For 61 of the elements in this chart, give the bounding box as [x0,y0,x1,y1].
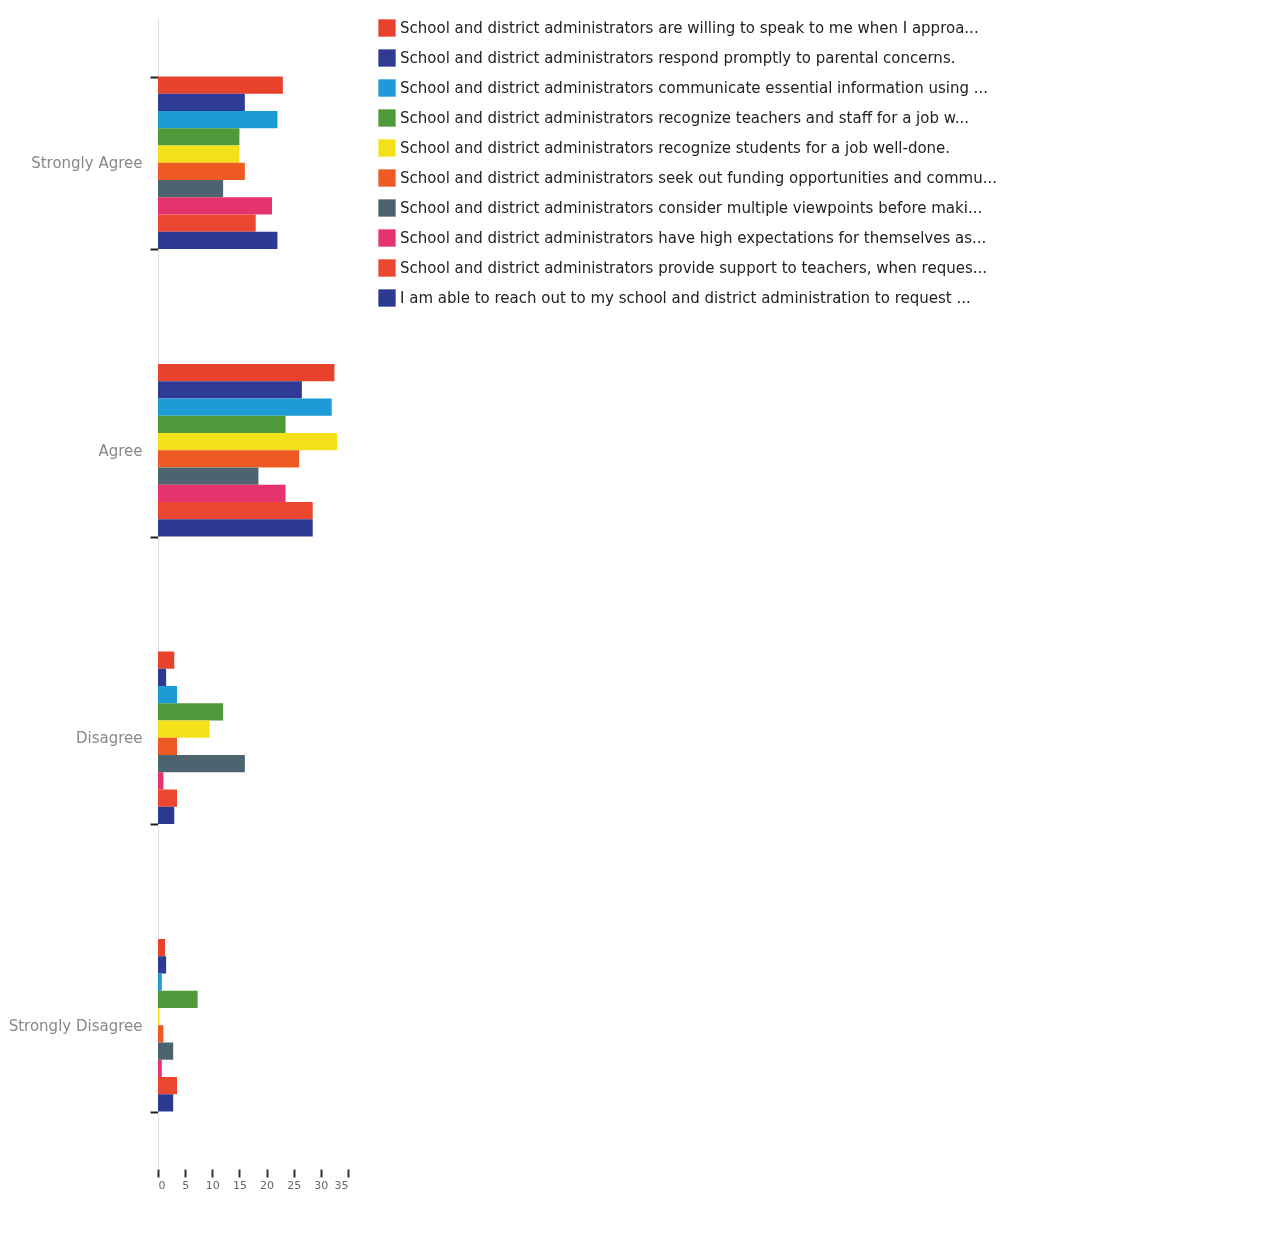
y-tick-label: Strongly Agree [31,154,143,173]
bar [158,720,210,738]
x-tick-label: 5 [182,1178,190,1192]
bar [158,651,175,669]
legend-label: School and district administrators provide support to teachers, when reques... [400,259,988,277]
x-tick-label: 25 [287,1178,302,1192]
legend-label: School and district administrators recognize students for a job well-done. [400,139,951,157]
bar [158,93,245,111]
legend-label: School and district administrators recognize teachers and staff for a job w... [400,109,969,127]
legend-label: School and district administrators are willing to speak to me when I approa... [400,19,979,37]
bar [158,415,286,433]
bar [158,450,300,468]
bar [158,162,245,180]
bar [158,772,164,790]
x-tick-label: 10 [205,1178,220,1192]
x-tick-label: 30 [314,1178,329,1192]
bar [158,76,283,94]
bar [158,990,198,1008]
x-tick-label: 15 [232,1178,247,1192]
bar [158,1094,174,1112]
bar [158,973,162,991]
bar [158,1025,164,1043]
bar [158,502,313,520]
bar [158,789,177,807]
x-tick-label: 20 [260,1178,275,1192]
bar [158,381,302,399]
y-tick-label: Strongly Disagree [8,1016,143,1035]
legend-label: I am able to reach out to my school and district administration to request ... [400,289,971,307]
legend-label: School and district administrators communicate essential information using ... [400,79,989,97]
bar [158,956,167,974]
legend-label: School and district administrators have high expectations for themselves as... [400,229,987,247]
x-tick-label: 35 [334,1178,349,1192]
bar [158,231,278,249]
bar [158,1077,177,1095]
legend-label: School and district administrators seek out funding opportunities and commu... [400,169,997,187]
bar [158,433,338,451]
bar [158,1042,174,1060]
bar [158,939,166,957]
bar [158,668,167,686]
y-tick-label: Disagree [75,729,143,748]
bar [158,1059,162,1077]
legend-label: School and district administrators respond promptly to parental concerns. [400,49,956,67]
bar [158,145,240,163]
bar [158,806,175,824]
bar [158,111,278,129]
bar [158,364,335,382]
bar [158,398,332,416]
bar [158,737,177,755]
y-tick-label: Agree [98,441,143,460]
bar [158,197,272,215]
bar [158,484,286,502]
bar [158,519,313,537]
legend-label: School and district administrators consider multiple viewpoints before maki... [400,199,983,217]
bar [158,180,224,198]
bar [158,686,177,704]
bar [158,755,245,773]
bar [158,128,240,146]
bar [158,467,259,485]
bar [158,703,224,721]
x-tick-label: 0 [158,1178,166,1192]
bar [158,214,256,232]
